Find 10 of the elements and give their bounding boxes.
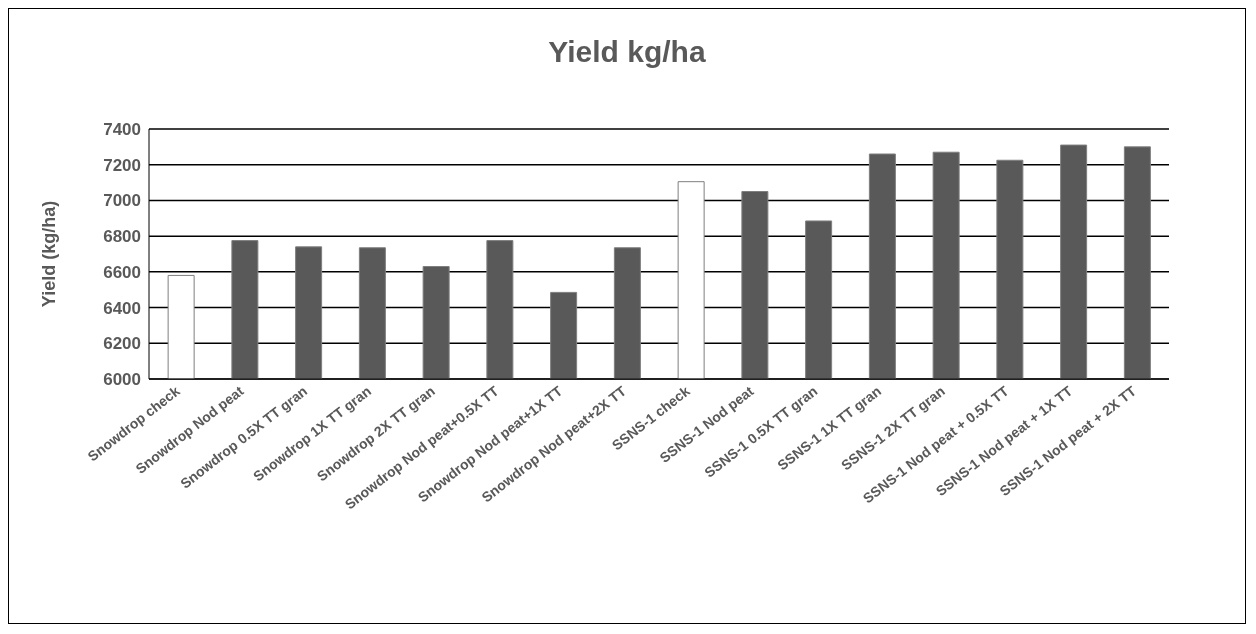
y-tick-label: 6800	[103, 227, 141, 247]
y-axis-title: Yield (kg/ha)	[39, 200, 60, 308]
y-tick-label: 6400	[103, 298, 141, 318]
y-tick-label: 6000	[103, 370, 141, 390]
y-tick-label: 7200	[103, 155, 141, 175]
y-tick-label: 6600	[103, 262, 141, 282]
y-tick-label: 7400	[103, 120, 141, 140]
chart-title: Yield kg/ha	[547, 34, 707, 69]
y-tick-label: 6200	[103, 334, 141, 354]
y-tick-label: 7000	[103, 191, 141, 211]
